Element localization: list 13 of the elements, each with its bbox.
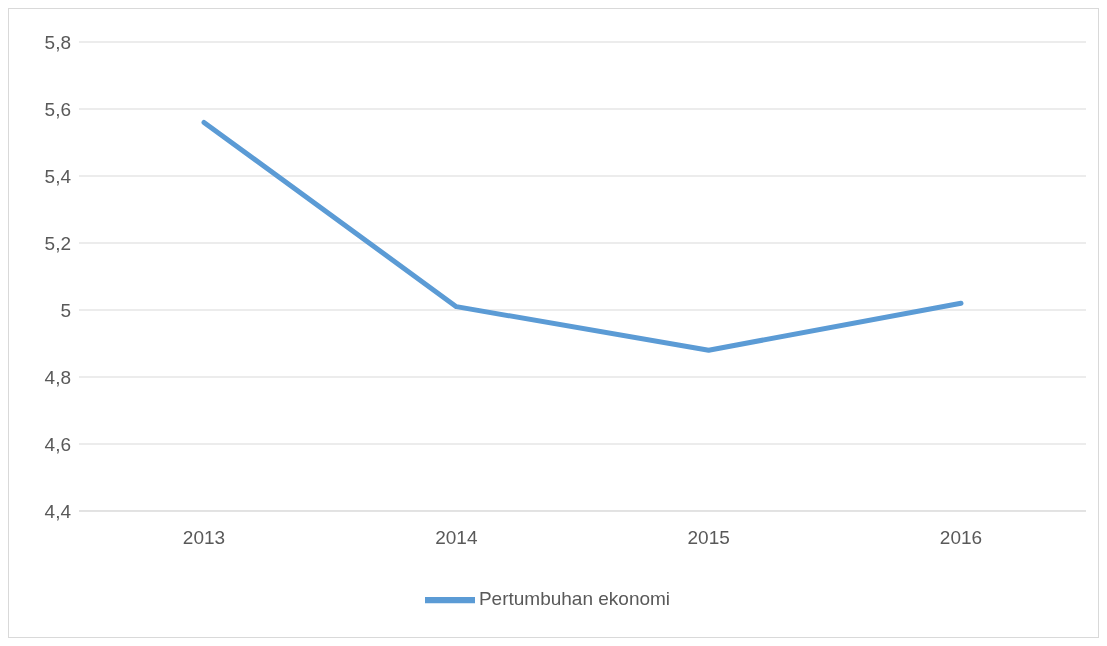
y-tick-label: 5,2 [44,232,71,254]
y-tick-label: 4,6 [44,433,71,455]
legend-label: Pertumbuhan ekonomi [478,588,671,610]
y-tick-label: 4,8 [44,366,71,388]
x-tick-label: 2014 [435,527,478,549]
y-tick-label: 4,4 [44,500,72,522]
y-tick-label: 5,4 [44,165,72,187]
y-tick-label: 5 [60,299,71,321]
y-tick-label: 5,6 [44,98,71,120]
x-tick-label: 2013 [182,527,226,549]
y-tick-label: 5,8 [44,31,71,53]
x-tick-label: 2015 [687,527,730,549]
x-tick-label: 2016 [939,527,983,549]
